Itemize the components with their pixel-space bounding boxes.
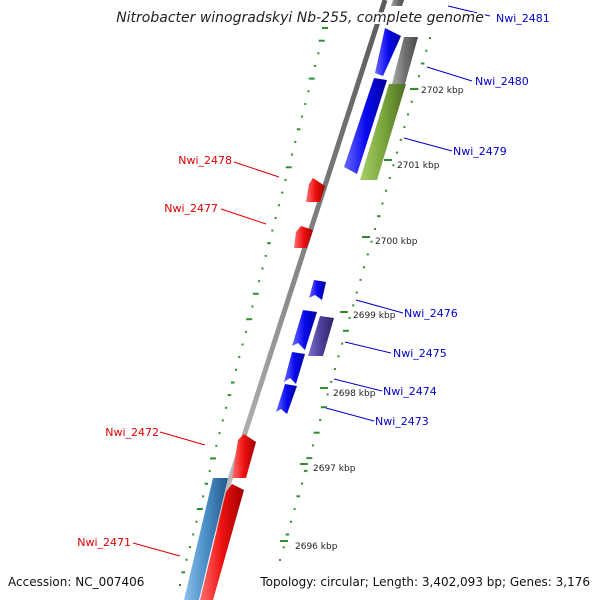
tick-label: 2698 kbp [333,389,376,399]
gene-label-nwi-2479[interactable]: Nwi_2479 [453,145,507,158]
gene-feature-nwi-2476[interactable] [309,280,326,300]
gene-feature-nwi-2480[interactable] [375,28,401,76]
gene-label-nwi-2474[interactable]: Nwi_2474 [383,385,437,398]
gene-label-nwi-2475[interactable]: Nwi_2475 [393,347,447,360]
gene-label-leaders [132,5,491,557]
tick-label: 2697 kbp [313,464,356,474]
gene-feature-nwi-2472[interactable] [232,434,256,478]
tick-2697: 2697 kbp [300,463,356,474]
tick-2701: 2701 kbp [384,159,440,171]
tick-label: 2696 kbp [295,542,338,552]
leader-nwi-2471 [132,542,181,557]
map-title: Nitrobacter winogradskyi Nb-255, complet… [116,10,484,26]
coordinate-ticks: 2702 kbp 2701 kbp 2700 kbp 2699 kbp 2698… [280,86,464,552]
leader-nwi-2476 [355,299,404,314]
tick-label: 2701 kbp [397,161,440,171]
leader-nwi-2478 [233,161,280,178]
genome-summary-text: Topology: circular; Length: 3,402,093 bp… [259,575,590,589]
leader-nwi-2474 [333,378,383,392]
gene-feature-nwi-2475-b[interactable] [308,316,334,356]
gene-label-nwi-2476[interactable]: Nwi_2476 [404,307,458,320]
leader-nwi-2472 [159,431,206,446]
gene-label-nwi-2481[interactable]: Nwi_2481 [496,12,550,25]
gene-features [184,0,418,600]
tick-2698: 2698 kbp [320,387,376,399]
gene-label-nwi-2477[interactable]: Nwi_2477 [164,202,218,215]
leader-nwi-2479 [403,137,453,152]
tick-label: 2700 kbp [375,237,418,247]
gene-feature-nwi-2473[interactable] [276,384,297,414]
gene-feature-nwi-2481[interactable] [391,0,404,6]
tick-2699: 2699 kbp [340,311,396,321]
gene-feature-nwi-2471-b[interactable] [184,478,228,600]
tick-2700: 2700 kbp [362,236,418,247]
gene-feature-nwi-2480-b[interactable] [392,37,418,84]
gene-label-nwi-2471[interactable]: Nwi_2471 [77,536,131,549]
gene-feature-nwi-2479[interactable] [344,78,387,174]
gene-feature-nwi-2471[interactable] [200,484,244,600]
gene-label-nwi-2472[interactable]: Nwi_2472 [105,426,159,439]
tick-label: 2699 kbp [353,311,396,321]
leader-nwi-2481 [447,5,491,17]
tick-2702: 2702 kbp [410,86,464,96]
leader-nwi-2473 [325,407,375,422]
gene-label-nwi-2473[interactable]: Nwi_2473 [375,415,429,428]
gene-feature-nwi-2475[interactable] [292,310,317,350]
accession-text: Accession: NC_007406 [8,575,144,589]
gc-dot-track-right [279,37,431,561]
gene-feature-nwi-2474[interactable] [284,352,305,384]
gene-feature-nwi-2477[interactable] [294,226,313,248]
gc-dot-track-left [179,27,328,586]
leader-nwi-2475 [344,341,392,354]
tick-label: 2702 kbp [421,86,464,96]
leader-nwi-2477 [220,208,267,225]
tick-2696: 2696 kbp [280,540,338,552]
gene-label-nwi-2478[interactable]: Nwi_2478 [178,154,232,167]
gene-feature-nwi-2478[interactable] [306,178,325,202]
sequence-backbone [188,0,388,600]
leader-nwi-2480 [426,66,473,82]
gene-labels: Nwi_2481 Nwi_2480 Nwi_2479 Nwi_2478 Nwi_… [77,12,550,549]
gene-label-nwi-2480[interactable]: Nwi_2480 [475,75,529,88]
gene-feature-nwi-2479-b[interactable] [360,84,406,180]
